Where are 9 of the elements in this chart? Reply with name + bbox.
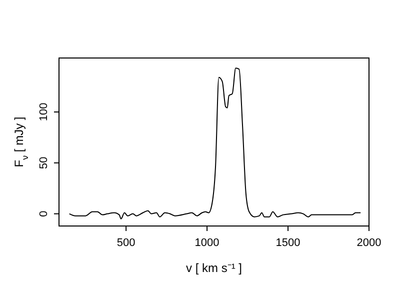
x-axis-title: v [ km s⁻¹ ] [186, 261, 242, 275]
line-series [68, 68, 362, 220]
x-tick-label: 500 [116, 237, 136, 249]
x-tick-label: 2000 [356, 237, 382, 249]
x-tick-label: 1000 [194, 237, 220, 249]
x-tick-label: 1500 [276, 237, 300, 249]
y-tick-label: 100 [38, 102, 50, 122]
y-tick-label: 0 [38, 210, 50, 217]
y-tick-label: 50 [38, 156, 50, 169]
